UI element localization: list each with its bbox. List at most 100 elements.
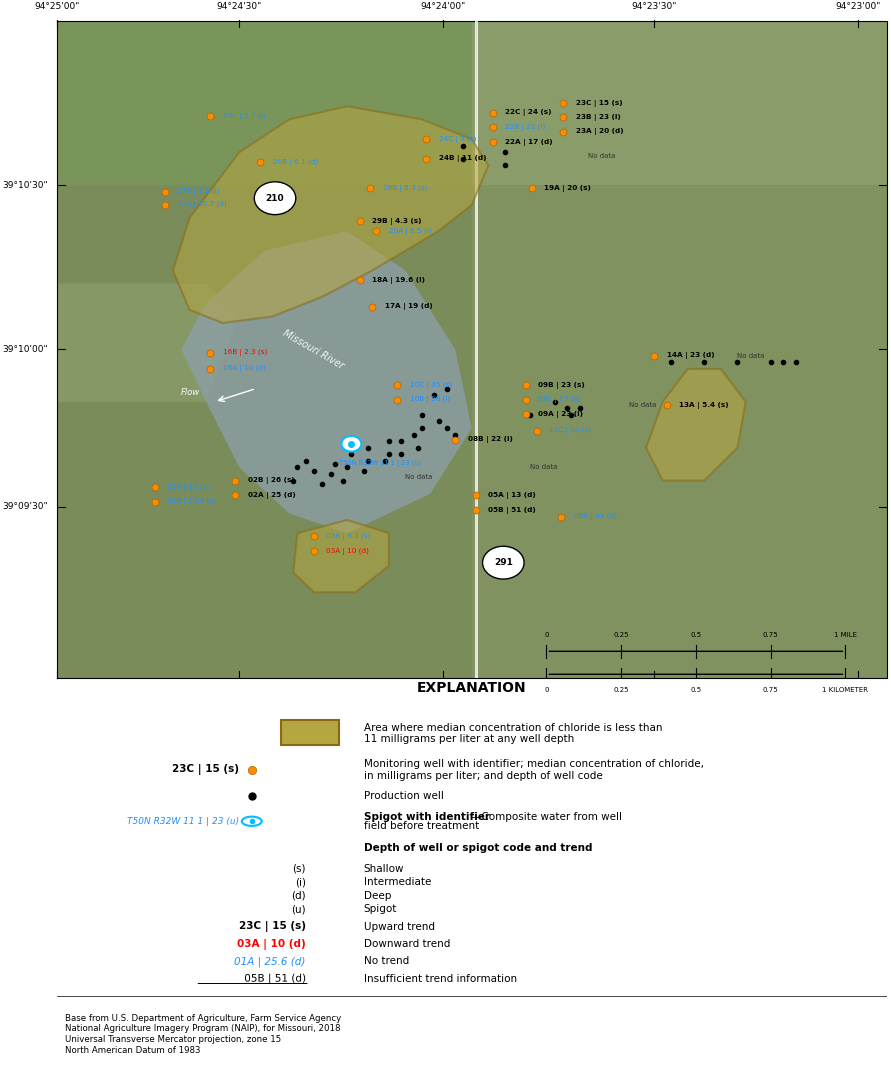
Text: (u): (u) xyxy=(291,905,306,914)
Text: 24C | 9 (s): 24C | 9 (s) xyxy=(438,136,476,143)
Text: Universal Transverse Mercator projection, zone 15: Universal Transverse Mercator projection… xyxy=(65,1035,282,1045)
Text: 23A | 20 (d): 23A | 20 (d) xyxy=(576,128,623,136)
Text: 23C | 15 (s): 23C | 15 (s) xyxy=(239,922,306,932)
Text: 0: 0 xyxy=(544,688,549,693)
Text: 17A | 19 (d): 17A | 19 (d) xyxy=(385,303,432,310)
Text: Depth of well or spigot code and trend: Depth of well or spigot code and trend xyxy=(364,843,593,852)
Polygon shape xyxy=(57,284,471,677)
Text: 22A | 17 (d): 22A | 17 (d) xyxy=(505,139,552,146)
Text: 02A | 25 (d): 02A | 25 (d) xyxy=(248,491,296,499)
Text: 06A | 44 (d): 06A | 44 (d) xyxy=(574,514,617,520)
Text: T50N R32W 11 1 | 23 (u): T50N R32W 11 1 | 23 (u) xyxy=(127,817,240,826)
Text: 09B | 23 (s): 09B | 23 (s) xyxy=(538,382,584,389)
Text: 09A | 23 (i): 09A | 23 (i) xyxy=(538,411,584,418)
Text: 39°09'30": 39°09'30" xyxy=(3,502,48,512)
Text: 26B | 6.1 (d): 26B | 6.1 (d) xyxy=(273,159,318,166)
Circle shape xyxy=(483,546,524,579)
Text: 10C | 35 (s): 10C | 35 (s) xyxy=(410,382,452,389)
Text: 22B | 22 (i): 22B | 22 (i) xyxy=(505,124,545,130)
Polygon shape xyxy=(293,520,388,593)
Text: Base from U.S. Department of Agriculture, Farm Service Agency: Base from U.S. Department of Agriculture… xyxy=(65,1014,341,1023)
Text: 14A | 23 (d): 14A | 23 (d) xyxy=(666,352,715,359)
Text: 27A | 10.7 (d): 27A | 10.7 (d) xyxy=(177,201,227,208)
Text: No trend: No trend xyxy=(364,957,409,967)
Text: Upward trend: Upward trend xyxy=(364,922,435,931)
Text: 0.75: 0.75 xyxy=(763,688,779,693)
Text: 02B | 26 (s): 02B | 26 (s) xyxy=(248,477,294,484)
Text: 05A | 13 (d): 05A | 13 (d) xyxy=(488,491,536,499)
Text: 16A | 10 (d): 16A | 10 (d) xyxy=(223,365,266,373)
Text: No data: No data xyxy=(738,352,764,359)
Text: 18A | 19.6 (i): 18A | 19.6 (i) xyxy=(372,277,425,284)
Text: Spigot with identifier: Spigot with identifier xyxy=(364,813,490,822)
Text: —Composite water from well: —Composite water from well xyxy=(471,813,622,822)
Text: 0.25: 0.25 xyxy=(613,632,629,639)
Text: 03A | 10 (d): 03A | 10 (d) xyxy=(326,548,370,555)
Text: 28B | 5.3 (s): 28B | 5.3 (s) xyxy=(383,185,427,192)
Circle shape xyxy=(254,182,296,215)
Text: 1 KILOMETER: 1 KILOMETER xyxy=(822,688,869,693)
Polygon shape xyxy=(471,185,887,677)
Text: 94°24'30": 94°24'30" xyxy=(217,2,262,11)
Polygon shape xyxy=(57,284,240,402)
Text: National Agriculture Imagery Program (NAIP), for Missouri, 2018: National Agriculture Imagery Program (NA… xyxy=(65,1024,340,1034)
Text: Area where median concentration of chloride is less than: Area where median concentration of chlor… xyxy=(364,723,662,733)
Text: 16B | 2.3 (s): 16B | 2.3 (s) xyxy=(223,349,267,356)
Text: 03B | 9.3 (s): 03B | 9.3 (s) xyxy=(326,533,371,540)
Text: 39°10'30": 39°10'30" xyxy=(3,180,48,190)
Text: 05B | 51 (d): 05B | 51 (d) xyxy=(244,974,306,984)
Text: Intermediate: Intermediate xyxy=(364,877,431,888)
Text: 291: 291 xyxy=(494,559,512,567)
Text: 1 MILE: 1 MILE xyxy=(834,632,857,639)
Text: 0.75: 0.75 xyxy=(763,632,779,639)
Circle shape xyxy=(341,436,362,452)
Text: 09C | 17 (s): 09C | 17 (s) xyxy=(538,396,580,404)
Text: 11 milligrams per liter at any well depth: 11 milligrams per liter at any well dept… xyxy=(364,735,574,744)
FancyBboxPatch shape xyxy=(281,720,339,745)
Text: No data: No data xyxy=(405,474,433,481)
Polygon shape xyxy=(173,107,488,323)
Text: 0.25: 0.25 xyxy=(613,688,629,693)
Text: 94°23'00": 94°23'00" xyxy=(835,2,880,11)
Text: 10B | 28 (i): 10B | 28 (i) xyxy=(410,396,450,404)
Text: Spigot: Spigot xyxy=(364,905,397,914)
Text: 23B | 23 (i): 23B | 23 (i) xyxy=(576,114,620,121)
Polygon shape xyxy=(181,231,471,533)
Text: 94°23'30": 94°23'30" xyxy=(632,2,677,11)
Text: 25C | 5.7 (i): 25C | 5.7 (i) xyxy=(223,112,266,120)
Text: 01B | 12 (s): 01B | 12 (s) xyxy=(168,484,209,490)
Text: 39°10'00": 39°10'00" xyxy=(3,345,48,354)
Circle shape xyxy=(241,817,262,826)
Text: North American Datum of 1983: North American Datum of 1983 xyxy=(65,1046,200,1055)
Text: (s): (s) xyxy=(292,864,306,874)
Text: 01A | 25.6 (d): 01A | 25.6 (d) xyxy=(168,498,217,505)
Text: 23C | 15 (s): 23C | 15 (s) xyxy=(576,99,622,107)
Text: T50N R32W 11 1 | 23 (u): T50N R32W 11 1 | 23 (u) xyxy=(339,460,421,467)
Text: Flow: Flow xyxy=(181,389,200,397)
Text: in milligrams per liter; and depth of well code: in milligrams per liter; and depth of we… xyxy=(364,771,602,781)
Text: 27B | 7.2 (i): 27B | 7.2 (i) xyxy=(177,188,219,195)
Text: 22C | 24 (s): 22C | 24 (s) xyxy=(505,109,552,116)
Text: No data: No data xyxy=(629,402,657,408)
Polygon shape xyxy=(646,368,746,481)
Text: 0: 0 xyxy=(544,632,549,639)
Text: 08B | 22 (i): 08B | 22 (i) xyxy=(468,437,512,443)
Text: 94°25'00": 94°25'00" xyxy=(34,2,79,11)
Text: Production well: Production well xyxy=(364,791,444,801)
Text: 210: 210 xyxy=(266,193,284,203)
Text: 0.5: 0.5 xyxy=(691,632,701,639)
Text: 20A | 6.5 (i): 20A | 6.5 (i) xyxy=(388,227,431,235)
Text: EXPLANATION: EXPLANATION xyxy=(417,681,527,695)
Text: Monitoring well with identifier; median concentration of chloride,: Monitoring well with identifier; median … xyxy=(364,759,704,769)
Text: Deep: Deep xyxy=(364,891,391,900)
Text: No data: No data xyxy=(588,153,616,158)
Text: 19A | 20 (s): 19A | 20 (s) xyxy=(544,185,591,192)
Text: (d): (d) xyxy=(291,891,306,900)
Text: 03A | 10 (d): 03A | 10 (d) xyxy=(237,939,306,949)
Text: 01A | 25.6 (d): 01A | 25.6 (d) xyxy=(234,956,306,967)
Text: Insufficient trend information: Insufficient trend information xyxy=(364,974,517,984)
Text: 94°24'00": 94°24'00" xyxy=(420,2,465,11)
Text: field before treatment: field before treatment xyxy=(364,821,479,831)
Text: 0.5: 0.5 xyxy=(691,688,701,693)
Text: No data: No data xyxy=(530,465,557,470)
